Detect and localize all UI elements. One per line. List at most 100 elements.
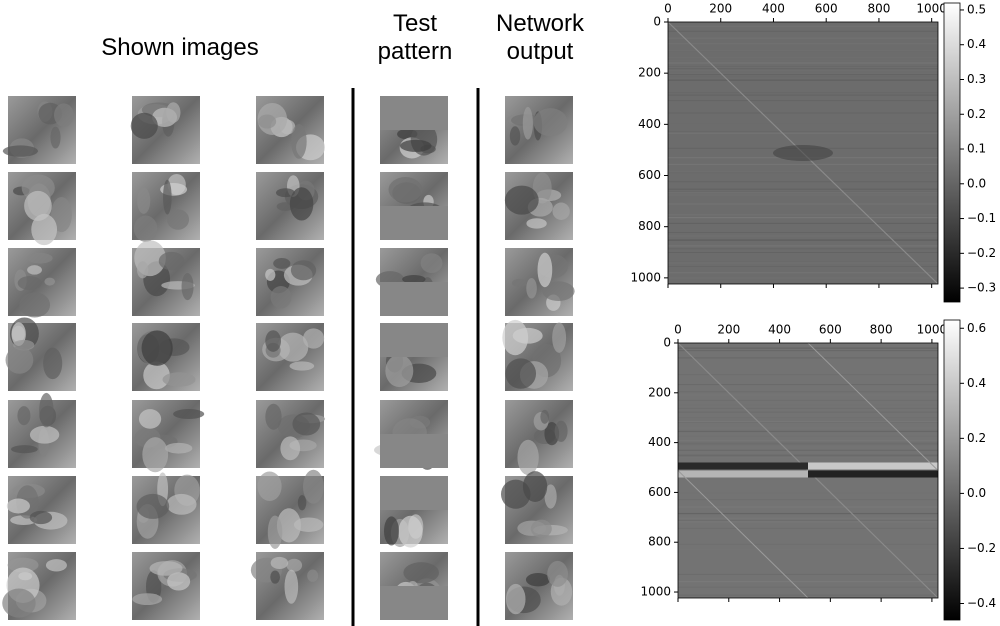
x-tick-label: 0 (664, 2, 672, 16)
thumbnail-detail (137, 261, 148, 278)
thumbnail-detail (3, 145, 38, 156)
y-tick-label: 0 (663, 336, 671, 350)
thumbnail-detail (307, 569, 318, 581)
y-tick-label: 600 (648, 485, 671, 499)
canvas: 0200400600800100002004006008001000−0.3−0… (0, 0, 1000, 626)
thumbnail-detail (513, 328, 543, 344)
colorbar (944, 3, 960, 302)
mask (380, 96, 448, 130)
thumbnail-detail (303, 470, 324, 504)
thumbnail-detail (258, 115, 276, 129)
thumbnail-detail (159, 252, 185, 270)
thumbnail-detail (2, 588, 35, 617)
mask (380, 586, 448, 620)
mask (380, 434, 448, 468)
x-tick-label: 200 (709, 2, 732, 16)
x-tick-label: 1000 (917, 323, 948, 337)
thumbnail-detail (526, 218, 546, 228)
mask (380, 476, 448, 510)
thumbnail-detail (27, 253, 52, 264)
colorbar-tick-label: −0.2 (967, 246, 996, 260)
thumbnail-detail (50, 127, 60, 149)
x-tick-label: 400 (762, 2, 785, 16)
mask (380, 323, 448, 357)
y-tick-label: 200 (648, 385, 671, 399)
thumbnail-detail (17, 406, 30, 425)
thumbnail-detail (31, 214, 57, 245)
thumbnail-detail (538, 253, 553, 288)
thumbnail-detail (268, 516, 283, 549)
heading: Shown images (60, 34, 300, 62)
thumbnail-detail (276, 188, 295, 197)
thumbnail-detail (421, 253, 443, 273)
heatmap-band (678, 471, 808, 478)
thumbnail-detail (271, 557, 289, 569)
colorbar-tick-label: 0.2 (967, 107, 986, 121)
thumbnail-detail (271, 286, 292, 308)
y-tick-label: 400 (648, 435, 671, 449)
colorbar-tick-label: 0.3 (967, 72, 986, 86)
thumbnail-detail (512, 279, 527, 287)
colorbar (944, 320, 960, 620)
thumbnail-detail (18, 276, 42, 290)
thumbnail-detail (30, 511, 52, 524)
thumbnail-detail (150, 561, 183, 576)
mask (380, 282, 448, 316)
y-tick-label: 800 (638, 219, 661, 233)
thumbnail-detail (533, 108, 567, 136)
y-tick-label: 0 (653, 15, 661, 29)
thumbnail-detail (403, 562, 439, 583)
thumbnail-detail (139, 409, 161, 429)
colorbar-tick-label: 0.0 (967, 176, 986, 190)
x-tick-label: 400 (768, 323, 791, 337)
thumbnail-detail (285, 570, 299, 604)
thumbnail-detail (137, 494, 170, 519)
heatmap-center (773, 145, 833, 161)
thumbnail-detail (46, 559, 67, 571)
thumbnail-detail (291, 260, 316, 280)
y-tick-label: 400 (638, 117, 661, 131)
x-tick-label: 600 (819, 323, 842, 337)
thumbnail-detail (142, 437, 168, 472)
x-tick-label: 600 (815, 2, 838, 16)
colorbar-tick-label: 0.5 (967, 2, 986, 16)
figure: 0200400600800100002004006008001000−0.3−0… (0, 0, 1000, 626)
thumbnail-detail (7, 499, 30, 514)
colorbar-tick-label: 0.1 (967, 142, 986, 156)
thumbnail-detail (137, 187, 150, 213)
colorbar-tick-label: 0.4 (967, 376, 986, 390)
thumbnail-detail (163, 180, 172, 215)
thumbnail-detail (167, 209, 189, 229)
thumbnail-detail (523, 471, 547, 502)
thumbnail-detail (44, 278, 55, 286)
thumbnail-detail (510, 126, 520, 145)
thumbnail-detail (540, 410, 549, 424)
thumbnail-detail (265, 330, 281, 352)
thumbnail-detail (389, 177, 423, 202)
thumbnail-detail (517, 440, 538, 475)
thumbnail-detail (292, 413, 320, 436)
colorbar-tick-label: −0.1 (967, 211, 996, 225)
thumbnail-detail (290, 361, 315, 370)
thumbnail-detail (400, 140, 432, 152)
thumbnail-detail (552, 322, 566, 352)
colorbar-tick-label: 0.4 (967, 37, 986, 51)
thumbnail-detail (30, 426, 59, 444)
x-tick-label: 1000 (916, 2, 947, 16)
thumbnail-detail (182, 273, 194, 300)
thumbnail-detail (505, 358, 536, 388)
thumbnail-detail (167, 494, 197, 515)
thumbnail-detail (142, 330, 173, 366)
thumbnail-detail (270, 570, 280, 583)
heading: Test pattern (370, 10, 460, 66)
thumbnail-detail (547, 561, 568, 587)
y-tick-label: 1000 (640, 585, 671, 599)
thumbnail-detail (303, 328, 324, 348)
thumbnail-detail (526, 573, 550, 586)
thumbnail-detail (166, 102, 180, 123)
x-tick-label: 0 (674, 323, 682, 337)
y-tick-label: 800 (648, 535, 671, 549)
heading: Network output (480, 10, 600, 66)
heatmap-band (808, 471, 938, 478)
thumbnail-detail (11, 445, 38, 453)
